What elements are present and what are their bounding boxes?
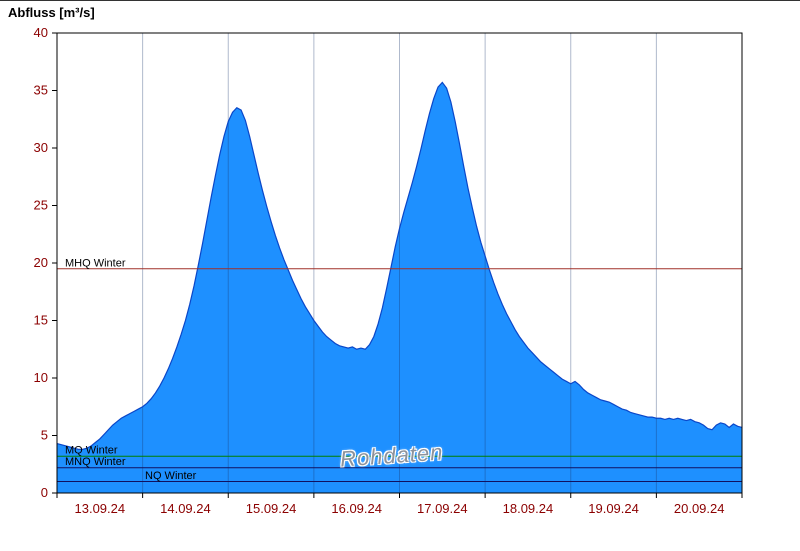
y-tick-label: 10 (34, 370, 48, 385)
x-tick-label: 20.09.24 (674, 501, 725, 516)
y-tick-label: 20 (34, 255, 48, 270)
x-tick-label: 15.09.24 (246, 501, 297, 516)
x-tick-label: 14.09.24 (160, 501, 211, 516)
series-outline (56, 81, 743, 450)
y-tick-label: 0 (41, 485, 48, 500)
y-tick-label: 15 (34, 313, 48, 328)
chart-title: Abfluss [m³/s] (8, 5, 95, 20)
y-tick-label: 25 (34, 198, 48, 213)
ref-line-label-mnq-winter: MNQ Winter (65, 456, 126, 468)
x-tick-label: 18.09.24 (503, 501, 554, 516)
y-tick-label: 40 (34, 25, 48, 40)
y-tick-label: 35 (34, 83, 48, 98)
y-tick-label: 30 (34, 140, 48, 155)
ref-line-label-nq-winter: NQ Winter (145, 470, 197, 482)
x-tick-label: 16.09.24 (331, 501, 382, 516)
y-tick-label: 5 (41, 428, 48, 443)
ref-line-label-mhq-winter: MHQ Winter (65, 257, 126, 269)
area-series-rohdaten (57, 82, 742, 493)
x-tick-label: 19.09.24 (588, 501, 639, 516)
x-tick-label: 13.09.24 (75, 501, 126, 516)
ref-line-label-mq-winter: MQ Winter (65, 445, 118, 457)
x-tick-label: 17.09.24 (417, 501, 468, 516)
